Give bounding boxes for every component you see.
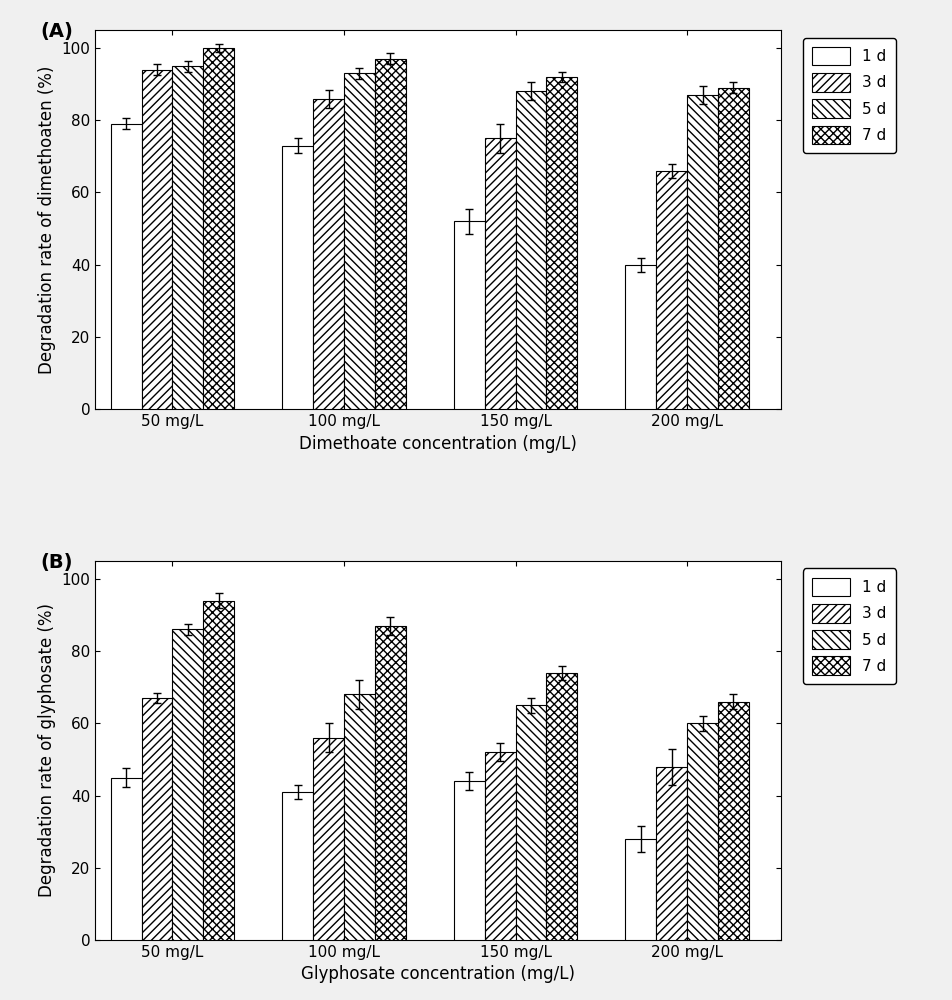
Bar [453,781,485,940]
Text: (A): (A) [40,22,73,41]
Bar [625,839,656,940]
Bar [374,59,406,409]
Y-axis label: Degradation rate of glyphosate (%): Degradation rate of glyphosate (%) [38,603,56,897]
Bar [545,77,577,409]
Bar [515,705,545,940]
Bar [344,73,374,409]
Bar [717,88,748,409]
Legend: 1 d, 3 d, 5 d, 7 d: 1 d, 3 d, 5 d, 7 d [802,568,895,684]
Bar [656,171,686,409]
Bar [313,99,344,409]
Y-axis label: Degradation rate of dimethoaten (%): Degradation rate of dimethoaten (%) [38,65,56,374]
Bar [686,95,717,409]
Legend: 1 d, 3 d, 5 d, 7 d: 1 d, 3 d, 5 d, 7 d [802,38,895,153]
X-axis label: Glyphosate concentration (mg/L): Glyphosate concentration (mg/L) [301,965,575,983]
Bar [172,66,203,409]
Bar [142,70,172,409]
Bar [656,767,686,940]
Bar [142,698,172,940]
Bar [717,702,748,940]
Bar [485,138,515,409]
Bar [282,146,313,409]
Bar [515,91,545,409]
Bar [686,723,717,940]
Bar [485,752,515,940]
Bar [313,738,344,940]
Bar [110,778,142,940]
Bar [172,629,203,940]
Bar [110,124,142,409]
X-axis label: Dimethoate concentration (mg/L): Dimethoate concentration (mg/L) [299,435,577,453]
Bar [625,265,656,409]
Bar [453,221,485,409]
Bar [344,694,374,940]
Bar [545,673,577,940]
Bar [374,626,406,940]
Bar [203,601,234,940]
Bar [282,792,313,940]
Text: (B): (B) [40,553,73,572]
Bar [203,48,234,409]
